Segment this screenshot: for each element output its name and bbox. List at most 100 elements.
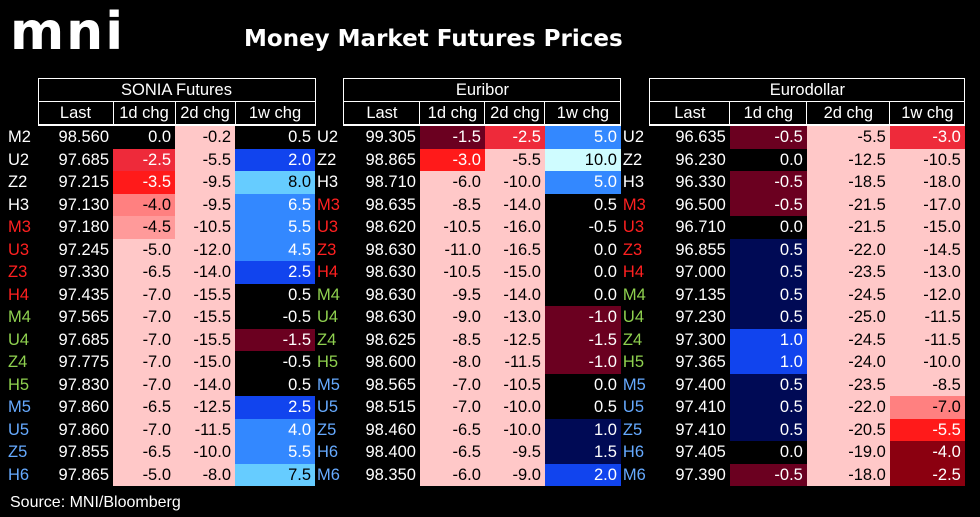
chg-1w: 4.0 [235, 418, 315, 441]
chg-1d: -6.0 [419, 463, 485, 486]
chg-2d: -14.0 [484, 193, 545, 216]
contract-code: M4 [622, 285, 646, 304]
last-price: 97.565 [58, 308, 109, 327]
chg-2d: -14.0 [175, 373, 235, 396]
chg-1w: 0.5 [544, 193, 621, 216]
table-row: M5 97.860 -6.5 -12.5 2.5 U5 98.515 -7.0 -10.0 0.5… [6, 396, 965, 419]
contract-code: H3 [622, 173, 645, 192]
chg-1d: -0.5 [729, 193, 807, 216]
chg-1w: 0.0 [544, 373, 621, 396]
last-price: 98.460 [365, 420, 416, 439]
chg-1d: -3.0 [419, 148, 485, 171]
chg-2d: -15.0 [484, 261, 545, 284]
contract-code: Z3 [622, 240, 643, 259]
last-price: 98.350 [365, 465, 416, 484]
chg-2d: -9.5 [175, 193, 235, 216]
chg-2d: -0.2 [175, 125, 235, 149]
col-header-1d-chg: 1d chg [729, 101, 807, 126]
chg-2d: -8.0 [175, 463, 235, 486]
chg-1w: -1.5 [544, 328, 621, 351]
chg-1w: 0.5 [235, 283, 315, 306]
chg-1w: -1.5 [235, 328, 315, 351]
chg-1d: -7.0 [113, 373, 175, 396]
last-price: 97.400 [675, 375, 726, 394]
chg-1w: 8.0 [235, 171, 315, 194]
table-row: Z3 97.330 -6.5 -14.0 2.5 H4 98.630 -10.5 -15.0 0.… [6, 261, 965, 284]
table-row: M3 97.180 -4.5 -10.5 5.5 U3 98.620 -10.5 -16.0 -0… [6, 216, 965, 239]
chg-1d: 0.5 [729, 373, 807, 396]
contract-code: Z5 [8, 443, 28, 462]
table-row: U2 97.685 -2.5 -5.5 2.0 Z2 98.865 -3.0 -5.5 10.0 Z… [6, 148, 965, 171]
contract-code: M3 [8, 218, 31, 237]
chg-1w: -12.0 [889, 283, 965, 306]
col-header-1w-chg: 1w chg [889, 101, 966, 126]
chg-2d: -24.5 [806, 283, 890, 306]
chg-1w: -0.5 [544, 216, 621, 239]
chg-2d: -25.0 [806, 306, 890, 329]
chg-2d: -12.5 [484, 328, 545, 351]
chg-1d: -10.5 [419, 261, 485, 284]
chg-1d: -3.5 [113, 171, 175, 194]
chg-2d: -9.5 [175, 171, 235, 194]
col-header-2d-chg: 2d chg [484, 101, 545, 126]
col-header-last: Last [343, 101, 420, 126]
chg-1w: -1.0 [544, 351, 621, 374]
chg-1w: -2.5 [889, 463, 965, 486]
chg-2d: -11.5 [175, 418, 235, 441]
last-price: 97.300 [675, 330, 726, 349]
chg-2d: -10.5 [175, 216, 235, 239]
table-row: U3 97.245 -5.0 -12.0 4.5 Z3 98.630 -11.0 -16.5 0.… [6, 238, 965, 261]
chg-1d: -2.5 [113, 148, 175, 171]
chg-1w: 0.0 [544, 261, 621, 284]
chg-1d: 0.5 [729, 238, 807, 261]
contract-code: H5 [622, 353, 645, 372]
chg-1d: 0.0 [729, 148, 807, 171]
chg-1w: -1.0 [544, 306, 621, 329]
chg-1d: -0.5 [729, 171, 807, 194]
contract-code: H3 [8, 195, 30, 214]
chg-1d: -9.0 [419, 306, 485, 329]
contract-code: U3 [8, 240, 30, 259]
chg-1d: -6.5 [113, 396, 175, 419]
last-price: 96.230 [675, 150, 726, 169]
chg-1d: -4.0 [113, 193, 175, 216]
chg-2d: -12.0 [175, 238, 235, 261]
chg-1w: 2.5 [235, 396, 315, 419]
chg-1d: -9.5 [419, 283, 485, 306]
table-row: Z2 97.215 -3.5 -9.5 8.0 H3 98.710 -6.0 -10.0 5.0 H… [6, 171, 965, 194]
contract-code: H6 [622, 443, 645, 462]
table-row: H3 97.130 -4.0 -9.5 6.5 M3 98.635 -8.5 -14.0 0.5 M… [6, 193, 965, 216]
chg-2d: -22.0 [806, 238, 890, 261]
chg-1d: -6.5 [419, 418, 485, 441]
last-price: 98.560 [58, 128, 109, 147]
last-price: 97.405 [675, 443, 726, 462]
contract-code: U4 [8, 330, 30, 349]
last-price: 98.710 [365, 173, 416, 192]
chg-1w: 5.5 [235, 441, 315, 464]
contract-code: H4 [622, 263, 645, 282]
chg-1d: -8.0 [419, 351, 485, 374]
last-price: 96.710 [675, 218, 726, 237]
contract-code: M6 [622, 465, 646, 484]
last-price: 97.180 [58, 218, 109, 237]
chg-2d: -10.0 [484, 171, 545, 194]
last-price: 96.855 [675, 240, 726, 259]
chg-1d: -0.5 [729, 125, 807, 149]
last-price: 97.230 [675, 308, 726, 327]
chg-1d: -7.0 [113, 418, 175, 441]
chg-2d: -18.5 [806, 171, 890, 194]
chg-2d: -21.5 [806, 193, 890, 216]
chg-2d: -12.5 [175, 396, 235, 419]
chg-2d: -24.5 [806, 328, 890, 351]
last-price: 98.625 [365, 330, 416, 349]
page-title: Money Market Futures Prices [244, 26, 623, 52]
contract-code: H4 [317, 263, 339, 282]
last-price: 97.435 [58, 285, 109, 304]
contract-code: M5 [622, 375, 646, 394]
last-price: 96.500 [675, 195, 726, 214]
table-row: Z5 97.855 -6.5 -10.0 5.5 H6 98.400 -6.5 -9.5 1.5 H… [6, 441, 965, 464]
contract-code: U3 [317, 218, 339, 237]
chg-1w: 10.0 [544, 148, 621, 171]
col-header-2d-chg: 2d chg [806, 101, 890, 126]
chg-1w: -11.5 [889, 306, 965, 329]
